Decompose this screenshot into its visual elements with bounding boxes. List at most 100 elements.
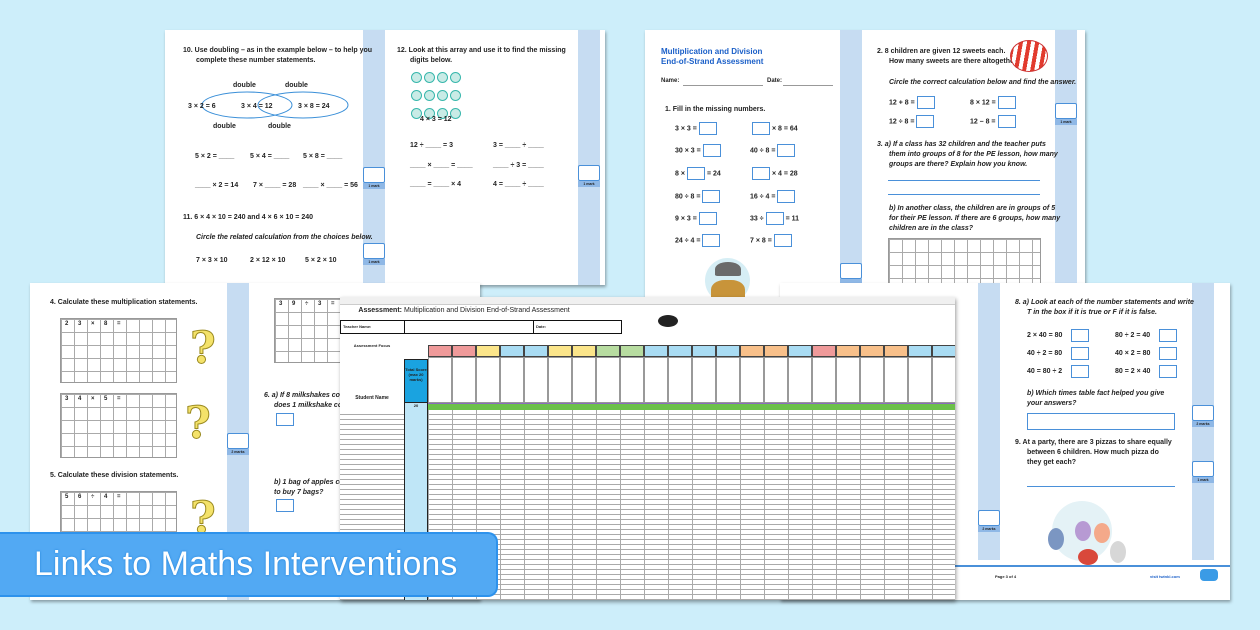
column-divider xyxy=(548,410,549,600)
assessment-focus-cell xyxy=(740,345,764,357)
question-description-cell xyxy=(836,357,860,403)
student-row[interactable] xyxy=(340,480,955,485)
missing-number-item: 33 ÷ = 11 xyxy=(750,212,799,225)
mark-box xyxy=(840,263,862,285)
student-row[interactable] xyxy=(340,435,955,440)
student-row[interactable] xyxy=(340,590,955,595)
question-description-cell xyxy=(644,357,668,403)
double-label: double xyxy=(233,82,256,89)
student-row[interactable] xyxy=(340,515,955,520)
statement: 80 = 2 × 40 xyxy=(1115,368,1151,376)
student-row[interactable] xyxy=(340,570,955,575)
student-row[interactable] xyxy=(340,525,955,530)
student-row[interactable] xyxy=(340,425,955,430)
question-9-cont: between 6 children. How much pizza do xyxy=(1027,449,1159,456)
student-row[interactable] xyxy=(340,415,955,420)
statement: 5 × 4 = ____ xyxy=(250,153,290,160)
student-row[interactable] xyxy=(340,440,955,445)
student-row[interactable] xyxy=(340,560,955,565)
question-10: 10. Use doubling – as in the example bel… xyxy=(183,47,373,54)
column-divider xyxy=(860,410,861,600)
mark-box: 1 mark xyxy=(1055,103,1077,125)
student-row[interactable] xyxy=(340,495,955,500)
missing-number-item: 8 × = 24 xyxy=(675,167,721,180)
answer-box[interactable] xyxy=(777,144,796,157)
student-row[interactable] xyxy=(340,505,955,510)
answer-box[interactable] xyxy=(702,144,721,157)
student-row[interactable] xyxy=(340,530,955,535)
student-row[interactable] xyxy=(340,410,955,415)
true-false-box[interactable] xyxy=(1071,347,1089,360)
student-row[interactable] xyxy=(340,465,955,470)
student-row[interactable] xyxy=(340,455,955,460)
answer-box[interactable] xyxy=(777,190,796,203)
column-divider xyxy=(740,410,741,600)
question-5: 5. Calculate these division statements. xyxy=(50,472,179,479)
student-row[interactable] xyxy=(340,420,955,425)
answer-box[interactable] xyxy=(765,212,784,225)
marks-margin xyxy=(1055,30,1077,300)
true-false-box[interactable] xyxy=(1159,347,1177,360)
mark-box: 1 mark xyxy=(363,167,385,189)
assessment-focus-cell xyxy=(932,345,955,357)
student-row[interactable] xyxy=(340,510,955,515)
question-description-cell xyxy=(932,357,955,403)
student-row[interactable] xyxy=(340,540,955,545)
missing-number-item: × 8 = 64 xyxy=(750,122,798,135)
true-false-box[interactable] xyxy=(1071,329,1089,342)
assessment-focus-cell xyxy=(524,345,548,357)
student-row[interactable] xyxy=(340,585,955,590)
teacher-name-field[interactable] xyxy=(340,320,622,334)
student-row[interactable] xyxy=(340,470,955,475)
student-row[interactable] xyxy=(340,575,955,580)
assessment-focus-cell xyxy=(884,345,908,357)
student-row[interactable] xyxy=(340,500,955,505)
answer-box[interactable] xyxy=(916,115,935,128)
assessment-focus-cell xyxy=(452,345,476,357)
max-marks-row xyxy=(428,403,955,410)
answer-box[interactable] xyxy=(997,115,1016,128)
answer-box[interactable] xyxy=(752,167,770,180)
student-row[interactable] xyxy=(340,485,955,490)
assessment-focus-cell xyxy=(644,345,668,357)
question-mark-icon: ? xyxy=(185,398,212,450)
student-row[interactable] xyxy=(340,595,955,600)
answer-box[interactable] xyxy=(686,167,705,180)
answer-box[interactable] xyxy=(702,190,721,203)
question-description-cell xyxy=(668,357,692,403)
missing-number-item: 16 ÷ 4 = xyxy=(750,190,797,203)
student-row[interactable] xyxy=(340,520,955,525)
answer-box[interactable] xyxy=(698,212,717,225)
answer-box[interactable] xyxy=(276,413,294,426)
true-false-box[interactable] xyxy=(1159,365,1177,378)
student-row[interactable] xyxy=(340,565,955,570)
column-divider xyxy=(836,410,837,600)
answer-box[interactable] xyxy=(773,234,792,247)
answer-box[interactable] xyxy=(276,499,294,512)
answer-box[interactable] xyxy=(698,122,717,135)
student-row[interactable] xyxy=(340,430,955,435)
true-false-box[interactable] xyxy=(1159,329,1177,342)
student-row[interactable] xyxy=(340,580,955,585)
answer-box[interactable] xyxy=(752,122,770,135)
answer-box[interactable] xyxy=(916,96,935,109)
answer-box[interactable] xyxy=(997,96,1016,109)
question-description-cell xyxy=(908,357,932,403)
student-row[interactable] xyxy=(340,460,955,465)
true-false-box[interactable] xyxy=(1071,365,1089,378)
student-row[interactable] xyxy=(340,550,955,555)
student-row[interactable] xyxy=(340,475,955,480)
question-12: 12. Look at this array and use it to fin… xyxy=(397,47,566,54)
student-row[interactable] xyxy=(340,535,955,540)
total-score-header xyxy=(404,359,428,403)
answer-box[interactable] xyxy=(702,234,721,247)
assessment-focus-cell xyxy=(668,345,692,357)
student-row[interactable] xyxy=(340,555,955,560)
student-row[interactable] xyxy=(340,445,955,450)
website-link[interactable]: visit twinkl.com xyxy=(1150,574,1180,579)
working-grid: 2 3 × 8 = xyxy=(60,318,177,383)
student-row[interactable] xyxy=(340,490,955,495)
student-row[interactable] xyxy=(340,450,955,455)
student-row[interactable] xyxy=(340,545,955,550)
answer-box[interactable] xyxy=(1027,413,1175,430)
